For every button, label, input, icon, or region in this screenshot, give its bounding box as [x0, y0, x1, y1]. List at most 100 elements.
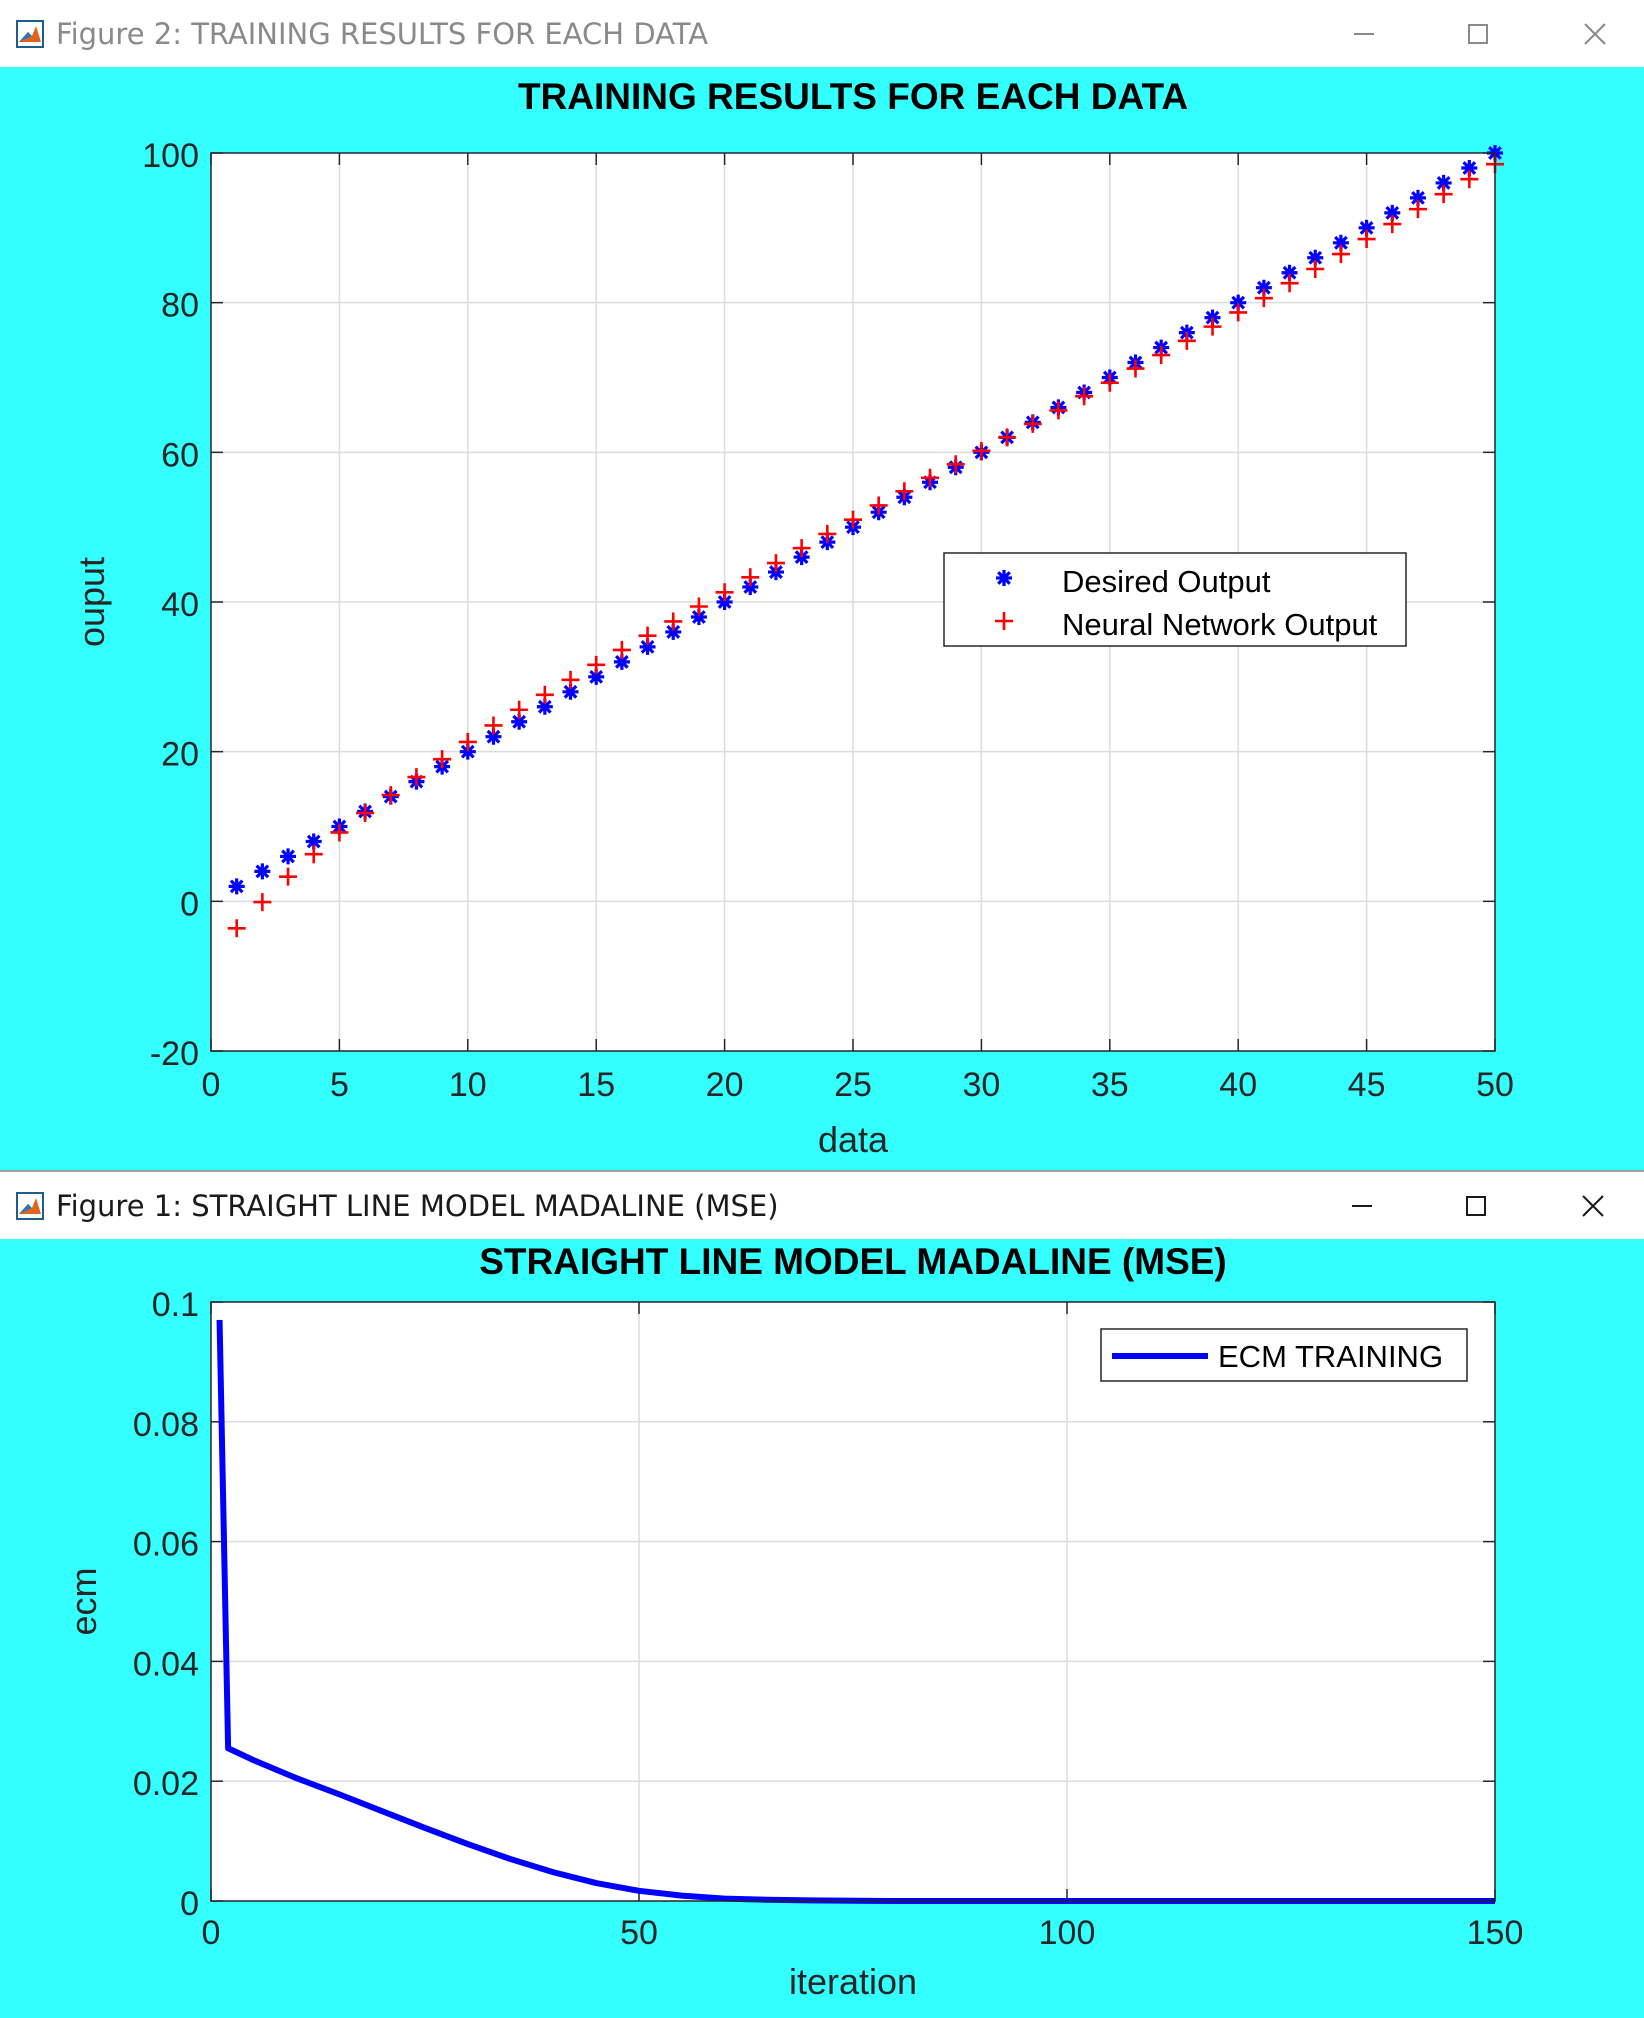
network-output-point	[1152, 346, 1171, 365]
y-tick-label: 100	[142, 137, 199, 175]
network-output-point	[1126, 359, 1145, 378]
maximize-icon[interactable]	[1456, 12, 1500, 56]
network-output-point	[921, 468, 940, 487]
network-output-point	[304, 845, 323, 864]
matlab-icon	[16, 20, 44, 48]
figure-1-window: Figure 1: STRAIGHT LINE MODEL MADALINE (…	[0, 1172, 1644, 2018]
asterisk-marker	[588, 668, 605, 685]
asterisk-marker	[1230, 294, 1247, 311]
asterisk-marker	[1255, 279, 1272, 296]
desired-output-point	[1384, 204, 1401, 221]
asterisk-marker	[280, 848, 297, 865]
network-output-point	[1383, 215, 1402, 234]
network-output-point	[561, 670, 580, 689]
legend-plus-swatch	[995, 612, 1013, 630]
y-tick-label: 0.06	[133, 1526, 199, 1564]
y-tick-label: 20	[161, 736, 199, 774]
network-output-point	[510, 700, 529, 719]
x-tick-label: 25	[834, 1066, 872, 1104]
asterisk-marker	[305, 833, 322, 850]
asterisk-marker	[1461, 159, 1478, 176]
desired-output-point	[228, 878, 245, 895]
x-tick-label: 0	[202, 1914, 221, 1952]
network-output-point	[1203, 317, 1222, 336]
y-tick-label: 40	[161, 586, 199, 624]
network-output-point	[1434, 185, 1453, 204]
x-tick-label: 20	[706, 1066, 744, 1104]
asterisk-marker	[742, 579, 759, 596]
chart-title: TRAINING RESULTS FOR EACH DATA	[518, 76, 1188, 117]
network-output-point	[741, 568, 760, 587]
asterisk-marker	[1409, 189, 1426, 206]
minimize-icon[interactable]	[1342, 12, 1386, 56]
network-output-point	[1280, 274, 1299, 293]
asterisk-marker	[228, 878, 245, 895]
network-output-point	[792, 539, 811, 558]
desired-output-point	[1307, 249, 1324, 266]
network-output-point	[1177, 331, 1196, 350]
asterisk-marker	[1384, 204, 1401, 221]
network-output-point	[330, 823, 349, 842]
network-output-point	[253, 893, 272, 912]
network-output-point	[1254, 289, 1273, 308]
asterisk-marker	[536, 698, 553, 715]
maximize-icon[interactable]	[1454, 1184, 1498, 1228]
x-tick-label: 30	[962, 1066, 1000, 1104]
x-tick-label: 50	[620, 1914, 658, 1952]
x-tick-label: 40	[1219, 1066, 1257, 1104]
network-output-point	[356, 804, 375, 823]
desired-output-point	[511, 713, 528, 730]
axes-box	[210, 1301, 1496, 1902]
minimize-icon[interactable]	[1340, 1184, 1384, 1228]
y-tick-label: 0.1	[152, 1286, 199, 1324]
x-tick-label: 15	[577, 1066, 615, 1104]
training-results-chart: 0 5 10 15 20 25 30 35 40 45 50-20020406080100TRAIN…	[71, 76, 1514, 1160]
network-output-point	[1100, 373, 1119, 392]
x-axis-label: iteration	[789, 1961, 917, 2002]
desired-output-point	[690, 608, 707, 625]
network-output-point	[818, 524, 837, 543]
close-icon[interactable]	[1571, 1184, 1615, 1228]
network-output-point	[484, 716, 503, 735]
network-output-point	[1049, 401, 1068, 420]
asterisk-marker	[562, 683, 579, 700]
desired-output-point	[588, 668, 605, 685]
network-output-point	[535, 685, 554, 704]
network-output-point	[1357, 230, 1376, 249]
network-output-point	[1229, 303, 1248, 322]
desired-output-point	[613, 653, 630, 670]
desired-output-point	[665, 623, 682, 640]
x-tick-label: 150	[1467, 1914, 1524, 1952]
network-output-point	[612, 640, 631, 659]
axes-box	[210, 152, 1496, 1052]
x-tick-label: 100	[1039, 1914, 1096, 1952]
x-axis-label: data	[818, 1119, 889, 1160]
close-icon[interactable]	[1573, 12, 1617, 56]
network-output-point	[844, 510, 862, 529]
network-output-point	[1331, 245, 1350, 264]
network-output-point	[587, 655, 606, 674]
x-tick-label: 0	[202, 1066, 221, 1104]
chart-title: STRAIGHT LINE MODEL MADALINE (MSE)	[479, 1241, 1227, 1282]
x-tick-label: 45	[1348, 1066, 1386, 1104]
window-divider	[0, 1170, 1644, 1172]
asterisk-marker	[613, 653, 630, 670]
desired-output-point	[1255, 279, 1272, 296]
network-output-point	[895, 482, 914, 501]
network-output-point	[458, 732, 477, 751]
asterisk-marker	[459, 743, 476, 760]
desired-output-point	[1409, 189, 1426, 206]
desired-output-point	[459, 743, 476, 760]
asterisk-marker	[511, 713, 528, 730]
desired-output-point	[1332, 234, 1349, 251]
asterisk-marker	[254, 863, 271, 880]
mse-chart: 0 50 100 150 0 0.02 0.04 0.06 0.08 0.1 STRAIGHT LI…	[63, 1241, 1524, 2002]
desired-output-point	[280, 848, 297, 865]
matlab-icon	[16, 1192, 44, 1220]
desired-output-point	[1281, 264, 1298, 281]
y-tick-label: 80	[161, 287, 199, 325]
y-tick-label: 0.08	[133, 1406, 199, 1444]
desired-output-point	[1461, 159, 1478, 176]
plot-area	[211, 1302, 1495, 1901]
network-output-point	[1460, 170, 1479, 189]
